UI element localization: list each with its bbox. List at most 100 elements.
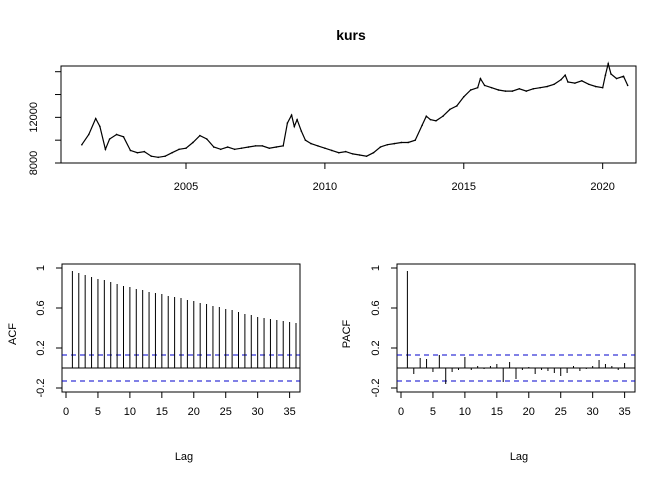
- kurs-point: [518, 88, 521, 90]
- kurs-point: [372, 151, 375, 154]
- kurs-xtick-label: 2015: [452, 181, 476, 193]
- kurs-series-line: [81, 61, 629, 158]
- kurs-point: [206, 138, 208, 140]
- kurs-ytick-label: 12000: [28, 102, 40, 133]
- kurs-point: [442, 115, 444, 118]
- kurs-plot-frame: [60, 65, 637, 164]
- kurs-point: [122, 135, 125, 138]
- kurs-point: [178, 148, 180, 151]
- pacf-xtick-label: 30: [587, 406, 599, 418]
- kurs-point: [331, 149, 333, 152]
- kurs-point: [344, 150, 347, 153]
- acf-panel: Lag ACF 0 5 10 15 20 25 30 35 -0.2 0.2 0.6 1: [7, 263, 301, 463]
- kurs-point: [511, 90, 514, 92]
- kurs-point: [479, 77, 482, 80]
- pacf-plot-frame: [396, 263, 636, 393]
- kurs-point: [337, 151, 340, 154]
- kurs-point: [317, 145, 319, 147]
- kurs-point: [564, 74, 566, 76]
- kurs-point: [261, 145, 264, 147]
- kurs-point: [233, 148, 236, 151]
- kurs-point: [483, 84, 486, 87]
- kurs-point: [296, 118, 298, 121]
- kurs-point: [115, 133, 118, 136]
- kurs-point: [610, 73, 612, 75]
- kurs-point: [304, 139, 307, 141]
- kurs-point: [247, 146, 250, 148]
- acf-xtick-label: 5: [95, 406, 101, 418]
- acf-ytick-label: 0.6: [35, 300, 47, 315]
- kurs-point: [567, 81, 569, 83]
- kurs-point: [393, 142, 396, 145]
- kurs-point: [324, 147, 326, 149]
- kurs-point: [94, 117, 97, 120]
- pacf-ytick-label: 0.6: [370, 300, 382, 315]
- pacf-xtick-label: 25: [555, 406, 567, 418]
- kurs-point: [268, 147, 271, 149]
- kurs-point: [290, 114, 293, 116]
- pacf-ytick-label: 0.2: [370, 340, 382, 355]
- kurs-point: [615, 77, 618, 80]
- kurs-point: [164, 155, 166, 157]
- acf-ylabel: ACF: [7, 323, 19, 345]
- acf-xtick-label: 15: [156, 406, 168, 418]
- acf-ytick-label: -0.2: [35, 379, 47, 398]
- kurs-point: [604, 74, 607, 76]
- kurs-point: [386, 143, 389, 146]
- acf-xtick-label: 35: [283, 406, 295, 418]
- acf-ytick-label: 1: [35, 265, 47, 271]
- acf-xlabel: Lag: [175, 451, 193, 463]
- kurs-point: [414, 139, 416, 141]
- kurs-point: [275, 146, 278, 148]
- kurs-point: [99, 125, 101, 128]
- kurs-point: [425, 115, 428, 118]
- kurs-point: [286, 122, 289, 124]
- kurs-line-panel: 2005 2010 2015 2020 8000 12000: [28, 61, 637, 193]
- kurs-point: [81, 143, 83, 146]
- kurs-point: [497, 89, 500, 91]
- kurs-point: [136, 151, 139, 154]
- acf-ytick-label: 0.2: [35, 340, 47, 355]
- acf-plot-frame: [61, 263, 301, 393]
- kurs-point: [199, 134, 201, 137]
- kurs-point: [601, 86, 604, 89]
- kurs-point: [150, 155, 153, 157]
- pacf-xtick-label: 0: [398, 406, 404, 418]
- acf-xtick-label: 30: [252, 406, 264, 418]
- kurs-point: [254, 145, 257, 147]
- kurs-point: [532, 88, 535, 90]
- kurs-point: [574, 82, 576, 84]
- kurs-point: [476, 86, 479, 89]
- kurs-point: [351, 153, 354, 155]
- kurs-point: [185, 147, 187, 149]
- kurs-point: [607, 62, 610, 65]
- kurs-point: [490, 86, 493, 89]
- kurs-point: [407, 141, 410, 144]
- kurs-point: [171, 151, 173, 154]
- acf-xtick-label: 0: [63, 406, 69, 418]
- kurs-point: [212, 146, 215, 148]
- kurs-point: [143, 150, 146, 153]
- kurs-point: [358, 154, 361, 156]
- kurs-point: [293, 125, 296, 128]
- kurs-point: [626, 84, 629, 87]
- pacf-xtick-label: 10: [459, 406, 471, 418]
- kurs-point: [539, 86, 541, 89]
- pacf-xtick-label: 15: [491, 406, 503, 418]
- kurs-point: [219, 148, 222, 151]
- acf-xtick-label: 25: [220, 406, 232, 418]
- kurs-xtick-label: 2020: [590, 181, 614, 193]
- pacf-panel: Lag PACF 0 5 10 15 20 25 30 35 -0.2 0.2 0.6 1: [341, 263, 636, 463]
- kurs-point: [462, 96, 465, 98]
- kurs-point: [622, 75, 625, 78]
- kurs-point: [400, 141, 403, 144]
- pacf-xtick-label: 35: [618, 406, 630, 418]
- kurs-point: [365, 155, 368, 157]
- kurs-chart-title: kurs: [336, 27, 366, 43]
- kurs-point: [560, 78, 562, 81]
- kurs-xtick-label: 2010: [313, 181, 337, 193]
- kurs-point: [300, 130, 303, 132]
- kurs-point: [525, 90, 528, 92]
- kurs-point: [226, 146, 229, 148]
